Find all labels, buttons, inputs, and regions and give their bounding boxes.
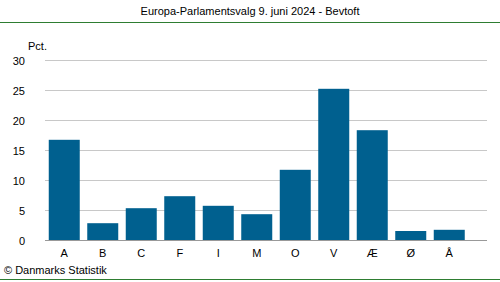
grid-line [45, 60, 487, 61]
y-tick-label: 25 [13, 85, 25, 97]
bar [357, 130, 388, 240]
chart-svg: Europa-Parlamentsvalg 9. juni 2024 - Bev… [0, 0, 500, 282]
bar [203, 206, 234, 240]
x-tick-label: I [217, 247, 220, 259]
x-tick-label: Å [446, 247, 454, 259]
bar [434, 230, 465, 240]
x-tick-label: Æ [367, 247, 378, 259]
grid-line [45, 180, 487, 181]
grid-line [45, 120, 487, 121]
x-tick-label: A [61, 247, 69, 259]
source: © Danmarks Statistik [4, 264, 107, 276]
x-tick-label: B [99, 247, 106, 259]
x-tick-label: V [330, 247, 338, 259]
grid-line [45, 90, 487, 91]
bar [241, 214, 272, 240]
bar [126, 208, 157, 240]
x-tick-label: F [176, 247, 183, 259]
chart-container: Europa-Parlamentsvalg 9. juni 2024 - Bev… [0, 0, 500, 282]
grid-line [45, 210, 487, 211]
x-tick-label: O [291, 247, 300, 259]
title: Europa-Parlamentsvalg 9. juni 2024 - Bev… [141, 5, 360, 17]
y-tick-label: 5 [19, 205, 25, 217]
y-tick-label: 15 [13, 145, 25, 157]
header-rule [0, 22, 500, 23]
bar [280, 170, 311, 240]
bar [49, 140, 80, 240]
y-tick-label: 20 [13, 115, 25, 127]
y-tick-label: 0 [19, 235, 25, 247]
y-tick-label: 10 [13, 175, 25, 187]
bar [164, 196, 195, 240]
x-tick-label: Ø [406, 247, 415, 259]
bar [395, 231, 426, 240]
grid-line [45, 240, 487, 241]
bar [318, 89, 349, 240]
y-tick-label: 30 [13, 55, 25, 67]
x-tick-label: C [137, 247, 145, 259]
y-axis-label: Pct. [28, 40, 47, 52]
footer-rule [0, 279, 500, 280]
grid-line [45, 150, 487, 151]
x-tick-label: M [252, 247, 261, 259]
bars [49, 89, 465, 240]
bar [87, 223, 118, 240]
